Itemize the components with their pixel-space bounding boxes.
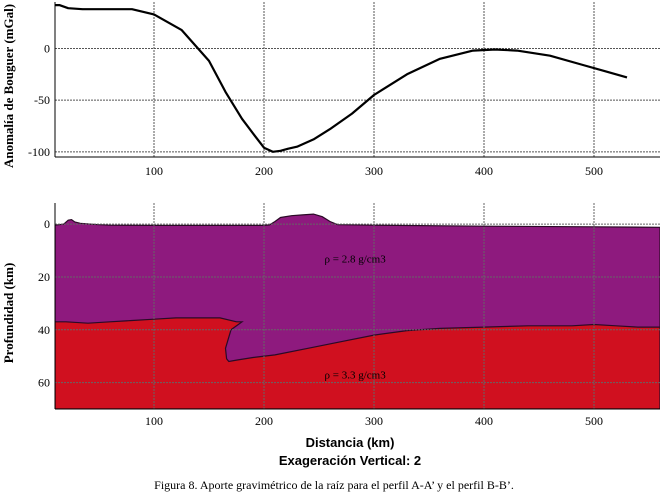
top-x-tick-label-3: 400 bbox=[475, 164, 493, 178]
bottom-y-tick-label-1: 20 bbox=[38, 270, 50, 284]
layer-density-label-1: ρ = 3.3 g/cm3 bbox=[325, 370, 387, 382]
top-y-tick-label-2: -100 bbox=[28, 145, 50, 159]
bottom-x-tick-label-1: 200 bbox=[255, 414, 273, 428]
bottom-grid bbox=[54, 203, 660, 410]
top-y-tick-label-0: 0 bbox=[44, 42, 50, 56]
density-layer-1 bbox=[55, 317, 660, 409]
bottom-layers bbox=[55, 213, 660, 409]
top-x-tick-label-1: 200 bbox=[255, 164, 273, 178]
top-y-tick-label-1: -50 bbox=[34, 93, 50, 107]
top-x-tick-label-0: 100 bbox=[145, 164, 163, 178]
top-x-ticks: 100 200 300 400 500 bbox=[145, 164, 603, 178]
bottom-y-tick-label-0: 0 bbox=[44, 217, 50, 231]
top-y-axis-title: Anomalía de Bouguer (mGal) bbox=[1, 4, 16, 168]
bottom-y-axis-title: Profundidad (km) bbox=[1, 263, 16, 364]
bouguer-anomaly-chart: 100 200 300 400 500 0 -50 -100 Anomalía de Bou… bbox=[1, 2, 660, 178]
bottom-layer-labels: ρ = 2.8 g/cm3 ρ = 3.3 g/cm3 bbox=[325, 253, 387, 381]
top-x-tick-label-4: 500 bbox=[585, 164, 603, 178]
bottom-y-tick-label-3: 60 bbox=[38, 376, 50, 390]
top-series bbox=[55, 3, 628, 153]
bottom-x-tick-label-0: 100 bbox=[145, 414, 163, 428]
top-y-ticks: 0 -50 -100 bbox=[28, 42, 50, 159]
bottom-x-tick-label-4: 500 bbox=[585, 414, 603, 428]
top-x-tick-label-2: 300 bbox=[365, 164, 383, 178]
layer-density-label-0: ρ = 2.8 g/cm3 bbox=[325, 253, 387, 265]
top-grid bbox=[54, 2, 660, 158]
bottom-x-tick-label-2: 300 bbox=[365, 414, 383, 428]
top-plot-frame bbox=[55, 2, 660, 157]
bottom-y-ticks: 0 20 40 60 bbox=[38, 217, 50, 389]
bottom-y-tick-label-2: 40 bbox=[38, 323, 50, 337]
vertical-exaggeration-label: Exageración Vertical: 2 bbox=[279, 453, 421, 468]
anomaly-series-line-0 bbox=[55, 3, 628, 153]
bottom-x-tick-label-3: 400 bbox=[475, 414, 493, 428]
bottom-x-ticks: 100 200 300 400 500 bbox=[145, 414, 603, 428]
figure-caption: Figura 8. Aporte gravimétrico de la raíz… bbox=[154, 478, 514, 492]
x-axis-title: Distancia (km) bbox=[306, 435, 395, 450]
